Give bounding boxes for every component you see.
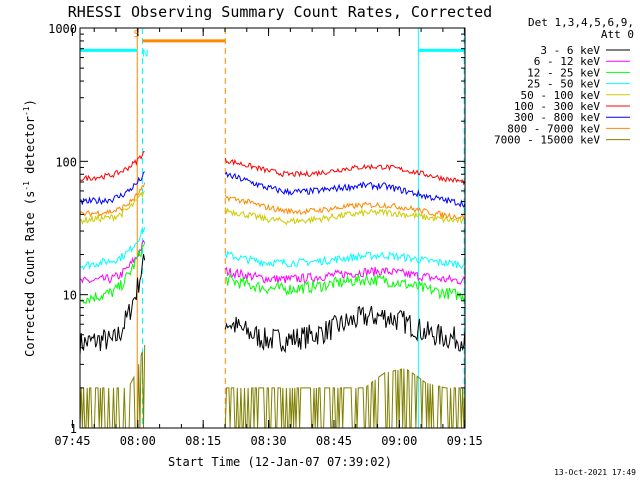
y-tick-label: 100	[55, 155, 77, 169]
legend-entry-label: 6 - 12 keV	[534, 55, 601, 68]
legend-header: Att 0	[601, 28, 634, 41]
footer-date: 13-Oct-2021 17:49	[554, 468, 636, 477]
y-tick-label: 1	[70, 422, 77, 436]
x-tick-label: 07:45	[54, 434, 90, 448]
series-line	[224, 207, 466, 226]
flag-label: S	[133, 29, 139, 40]
series-line	[224, 250, 466, 269]
series-line	[224, 157, 466, 186]
legend-entry-label: 50 - 100 keV	[521, 89, 601, 102]
legend-entry-label: 7000 - 15000 keV	[494, 134, 600, 147]
x-tick-label: 09:15	[447, 434, 483, 448]
series-line	[79, 344, 146, 429]
x-tick-label: 08:30	[251, 434, 287, 448]
x-tick-label: 08:15	[185, 434, 221, 448]
x-tick-label: 09:00	[381, 434, 417, 448]
legend-entry-label: 25 - 50 keV	[527, 78, 600, 91]
flag-label: N	[142, 48, 148, 59]
legend-header: Det 1,3,4,5,6,9,	[528, 16, 634, 29]
series-line	[79, 151, 145, 182]
series-line	[79, 227, 146, 271]
x-tick-label: 08:45	[316, 434, 352, 448]
series-line	[224, 368, 466, 429]
series-line	[224, 266, 466, 285]
x-axis-label: Start Time (12-Jan-07 07:39:02)	[168, 455, 392, 469]
series-line	[225, 273, 466, 303]
legend-entry-label: 800 - 7000 keV	[507, 122, 600, 135]
x-tick-label: 08:00	[120, 434, 156, 448]
series-line	[79, 171, 145, 206]
series-line	[224, 305, 466, 354]
y-tick-label: 1000	[48, 22, 77, 36]
series-line	[79, 242, 146, 305]
series-line	[79, 182, 146, 218]
series-line	[80, 239, 146, 284]
y-tick-label: 10	[63, 289, 77, 303]
flag-group: SN	[80, 29, 465, 59]
legend-entry-label: 100 - 300 keV	[514, 100, 600, 113]
y-axis-label: Corrected Count Rate (s-1 detector-1)	[22, 99, 37, 357]
plot-frame	[79, 27, 466, 429]
series-line	[224, 171, 466, 209]
legend-entry-label: 12 - 25 keV	[527, 66, 600, 79]
series-line	[79, 191, 145, 225]
series-group	[79, 151, 466, 429]
chart-title: RHESSI Observing Summary Count Rates, Co…	[68, 3, 492, 21]
series-line	[79, 254, 146, 356]
legend-entry-label: 3 - 6 keV	[540, 44, 600, 57]
axes-group: 1 10 100 1000 07:45 08:00 08:15 08:30 08:45 09:00…	[48, 22, 483, 448]
marker-group	[136, 28, 465, 428]
series-line	[224, 194, 466, 220]
legend-entry-label: 300 - 800 keV	[514, 111, 600, 124]
